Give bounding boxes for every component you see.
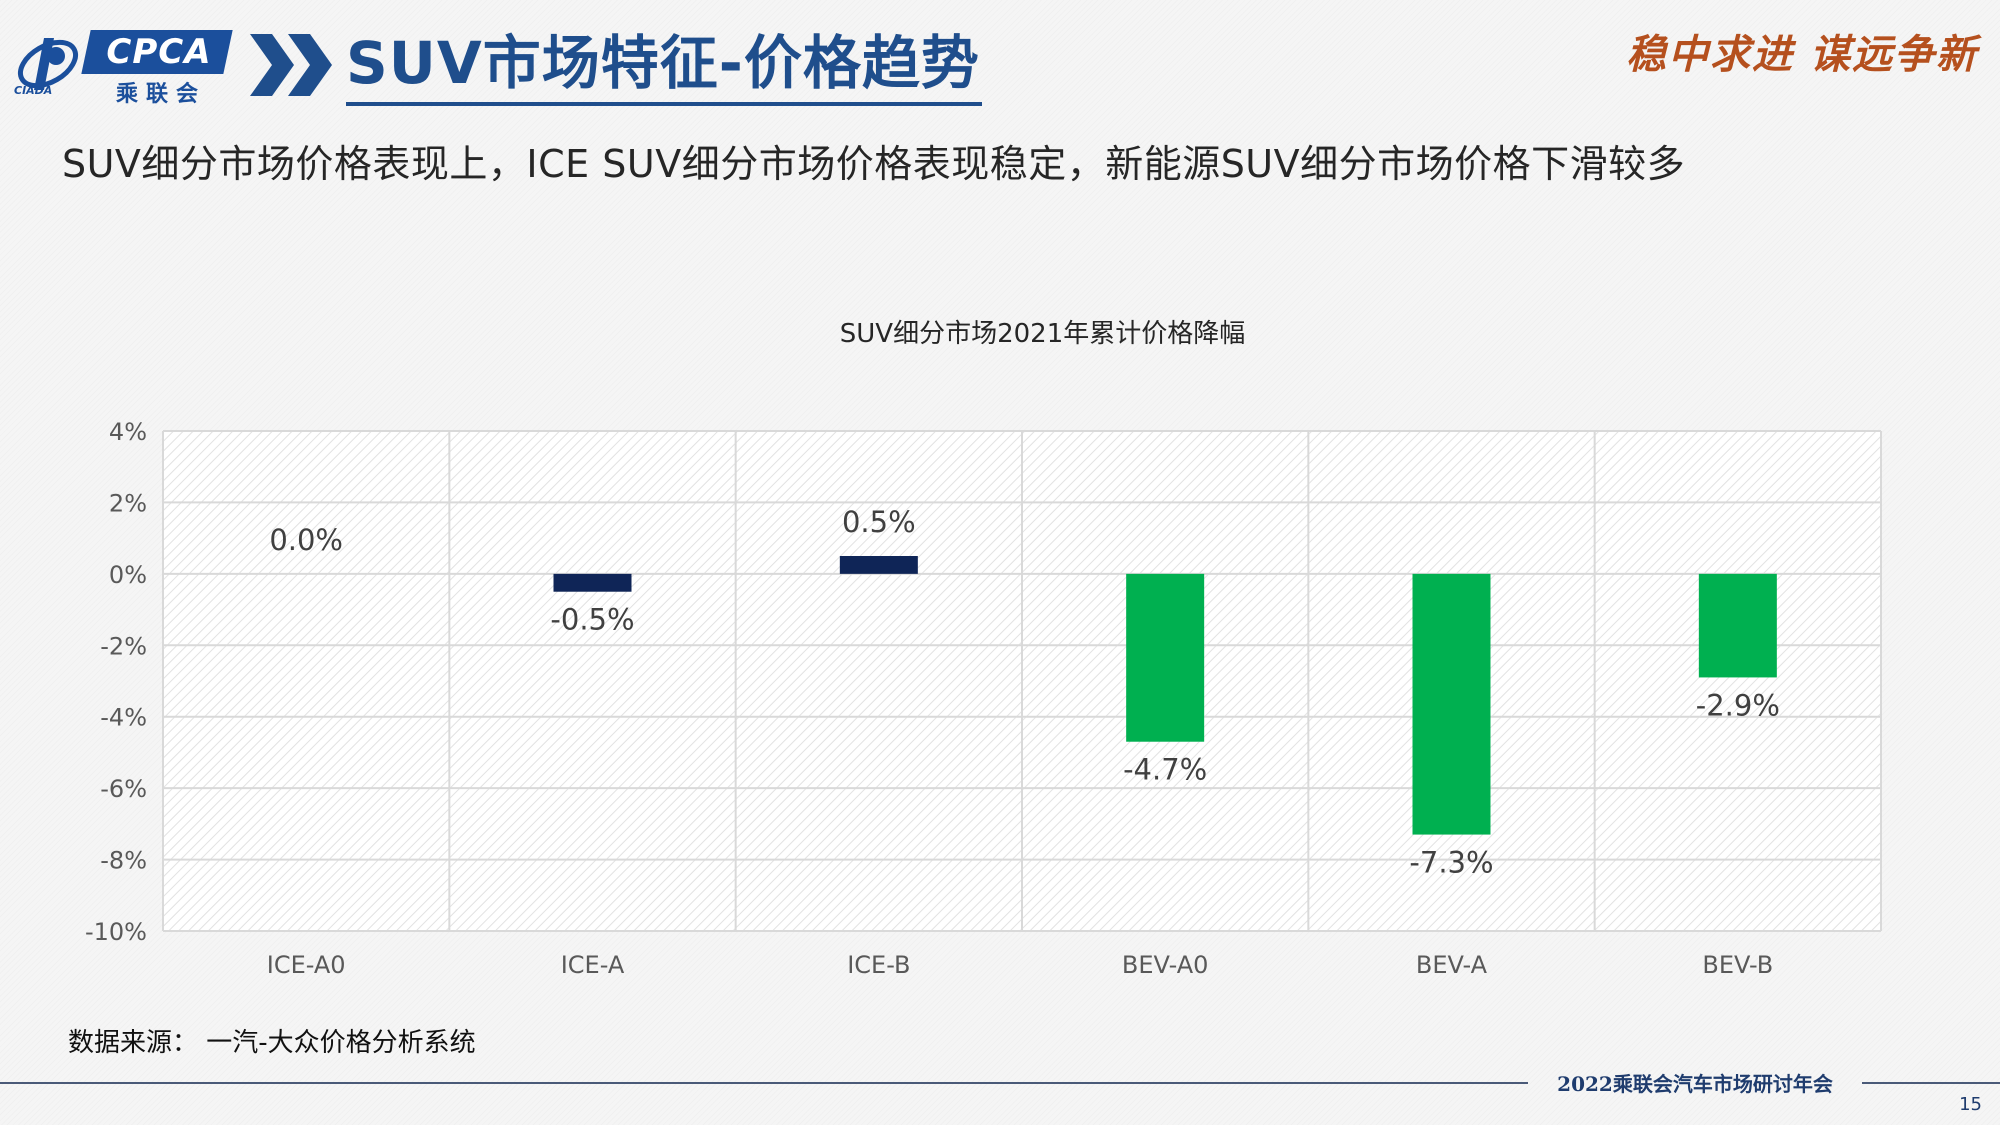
data-label: -4.7%: [1123, 753, 1207, 787]
data-source: 数据来源： 一汽-大众价格分析系统: [68, 1028, 476, 1058]
x-tick-label: BEV-B: [1702, 951, 1773, 979]
y-tick-label: -4%: [100, 704, 147, 732]
footer-text: 2022乘联会汽车市场研讨年会: [1557, 1072, 1833, 1096]
bar: [1412, 573, 1491, 835]
page-number: 15: [1959, 1094, 1982, 1115]
footer-divider-right: [1862, 1082, 2000, 1084]
bar: [1698, 573, 1777, 678]
x-tick-label: BEV-A: [1416, 951, 1488, 979]
chart-title: SUV细分市场2021年累计价格降幅: [839, 319, 1246, 349]
double-chevron-right-icon: [250, 34, 332, 96]
y-tick-label: -10%: [85, 918, 147, 946]
cpca-logo: CPCA 乘联会 CIADA: [10, 24, 233, 107]
footer-divider-left: [0, 1082, 1528, 1084]
data-label: 0.5%: [842, 505, 916, 539]
y-tick-label: 4%: [109, 418, 147, 446]
bar: [1126, 573, 1205, 742]
data-label: -7.3%: [1409, 846, 1493, 880]
x-tick-label: BEV-A0: [1122, 951, 1208, 979]
logo-chinese-text: 乘联会: [115, 82, 206, 107]
logo-text: CPCA: [106, 32, 212, 72]
bar: [839, 556, 918, 574]
data-label: 0.0%: [269, 523, 343, 557]
data-label: -0.5%: [550, 603, 634, 637]
slogan: 稳中求进 谋远争新: [1626, 31, 1978, 78]
y-tick-label: -6%: [100, 775, 147, 803]
x-tick-label: ICE-A: [561, 951, 625, 979]
y-tick-label: 2%: [109, 489, 147, 517]
page-title: SUV市场特征-价格趋势: [346, 24, 982, 106]
y-tick-label: -8%: [100, 847, 147, 875]
x-tick-label: ICE-A0: [267, 951, 346, 979]
cpca-emblem-icon: [18, 38, 78, 90]
header: CPCA 乘联会 CIADA SUV市场特征-价格趋势 稳中求进 谋远争新: [0, 0, 2000, 120]
y-tick-label: -2%: [100, 632, 147, 660]
bar: [553, 573, 632, 592]
x-tick-label: ICE-B: [847, 951, 910, 979]
logo-subtext: CIADA: [14, 84, 53, 97]
data-label: -2.9%: [1696, 688, 1780, 722]
y-tick-label: 0%: [109, 561, 147, 589]
slide-subtitle: SUV细分市场价格表现上，ICE SUV细分市场价格表现稳定，新能源SUV细分市…: [62, 142, 1686, 186]
